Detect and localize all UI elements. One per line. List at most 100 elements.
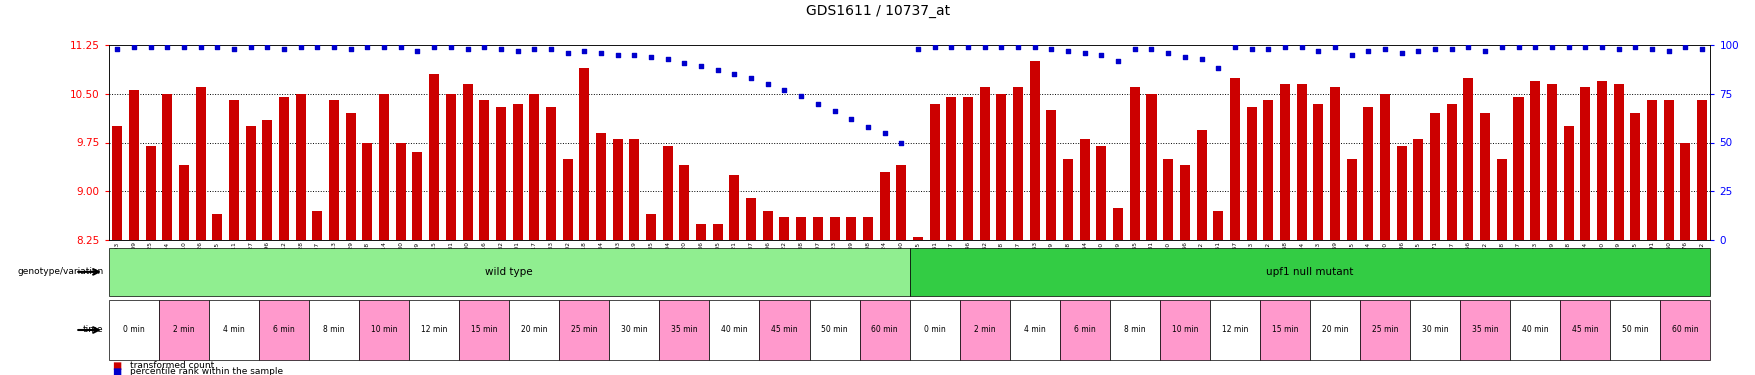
Bar — [128, 90, 139, 240]
Text: transformed count: transformed count — [130, 361, 214, 370]
Bar — [1228, 78, 1239, 240]
Bar — [379, 94, 390, 240]
Point — [1353, 48, 1381, 54]
Point — [1687, 46, 1715, 52]
Point — [137, 44, 165, 50]
Point — [1004, 44, 1032, 50]
Bar — [628, 139, 639, 240]
Point — [470, 44, 498, 50]
Bar — [995, 94, 1006, 240]
Point — [404, 48, 432, 54]
Bar — [1146, 94, 1157, 240]
Bar — [528, 94, 539, 240]
Bar — [462, 84, 472, 240]
Bar — [312, 211, 323, 240]
Point — [1520, 44, 1548, 50]
Point — [204, 44, 232, 50]
Point — [1420, 46, 1448, 52]
Point — [1320, 44, 1348, 50]
Text: 35 min: 35 min — [670, 326, 697, 334]
Bar — [646, 214, 656, 240]
Bar — [579, 68, 590, 240]
Bar — [1262, 100, 1272, 240]
Point — [1604, 46, 1632, 52]
Text: 45 min: 45 min — [770, 326, 797, 334]
Text: 20 min: 20 min — [1322, 326, 1348, 334]
Point — [837, 116, 865, 122]
Bar — [146, 146, 156, 240]
Bar — [1246, 107, 1257, 240]
Bar — [1313, 104, 1323, 240]
Point — [270, 46, 298, 52]
Point — [337, 46, 365, 52]
Point — [304, 44, 332, 50]
Bar — [1062, 159, 1072, 240]
Bar — [946, 97, 956, 240]
Bar — [913, 237, 923, 240]
Point — [1486, 44, 1515, 50]
Text: ■: ■ — [112, 367, 121, 375]
Text: 45 min: 45 min — [1571, 326, 1597, 334]
Point — [953, 44, 981, 50]
Bar — [1529, 81, 1539, 240]
Point — [1386, 50, 1415, 56]
Bar — [1028, 61, 1039, 240]
Point — [1086, 52, 1114, 58]
Point — [986, 44, 1014, 50]
Bar — [1395, 146, 1406, 240]
Bar — [1295, 84, 1306, 240]
Bar — [713, 224, 723, 240]
Bar — [346, 113, 356, 240]
Point — [770, 87, 799, 93]
Point — [1620, 44, 1648, 50]
Bar — [728, 175, 739, 240]
Point — [870, 130, 899, 136]
Text: 60 min: 60 min — [1671, 326, 1697, 334]
Bar — [1329, 87, 1339, 240]
Bar — [1695, 100, 1706, 240]
Text: 0 min: 0 min — [923, 326, 944, 334]
Bar — [328, 100, 339, 240]
Bar — [795, 217, 806, 240]
Text: genotype/variation: genotype/variation — [18, 267, 104, 276]
Bar — [112, 126, 123, 240]
Text: 35 min: 35 min — [1471, 326, 1497, 334]
Text: 6 min: 6 min — [274, 326, 295, 334]
Point — [370, 44, 398, 50]
Point — [620, 52, 648, 58]
Bar — [1479, 113, 1490, 240]
Bar — [746, 198, 756, 240]
Point — [1104, 58, 1132, 64]
Text: GDS1611 / 10737_at: GDS1611 / 10737_at — [806, 4, 949, 18]
Point — [186, 44, 214, 50]
Bar — [813, 217, 823, 240]
Bar — [962, 97, 972, 240]
Point — [670, 60, 698, 66]
Bar — [279, 97, 290, 240]
Point — [419, 44, 448, 50]
Bar — [1546, 84, 1557, 240]
Point — [920, 44, 948, 50]
Bar — [1179, 165, 1190, 240]
Bar — [1162, 159, 1172, 240]
Bar — [362, 142, 372, 240]
Point — [637, 54, 665, 60]
Point — [519, 46, 548, 52]
Point — [1020, 44, 1048, 50]
Bar — [1128, 87, 1139, 240]
Text: 4 min: 4 min — [1023, 326, 1044, 334]
Text: 4 min: 4 min — [223, 326, 244, 334]
Point — [153, 44, 181, 50]
Text: 15 min: 15 min — [470, 326, 497, 334]
Bar — [1346, 159, 1357, 240]
Point — [1337, 52, 1365, 58]
Text: 12 min: 12 min — [421, 326, 448, 334]
Text: 8 min: 8 min — [1123, 326, 1144, 334]
Bar — [862, 217, 872, 240]
Point — [653, 56, 681, 62]
Bar — [1613, 84, 1623, 240]
Point — [904, 46, 932, 52]
Text: 15 min: 15 min — [1271, 326, 1297, 334]
Bar — [161, 94, 172, 240]
Point — [786, 93, 814, 99]
